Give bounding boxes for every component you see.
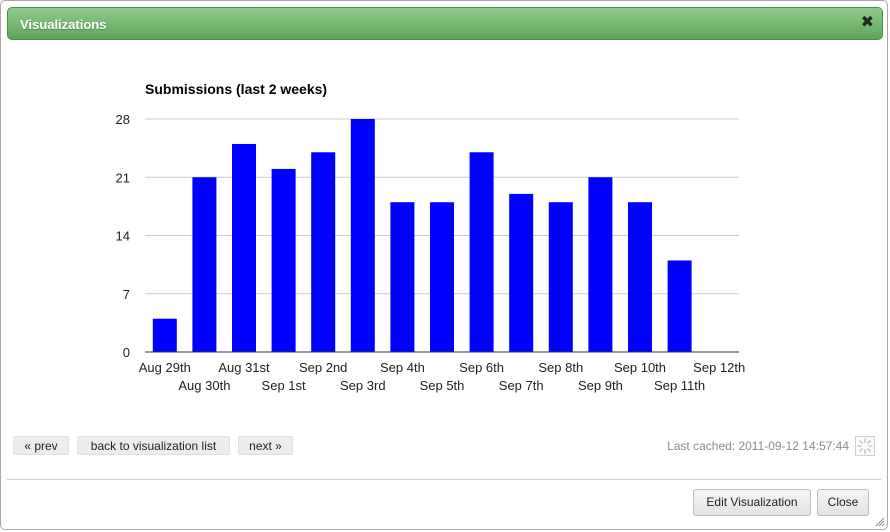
x-tick-label: Aug 30th xyxy=(178,378,230,393)
footer-divider xyxy=(7,479,881,480)
resize-grip-icon[interactable] xyxy=(873,515,885,527)
x-tick-label: Aug 29th xyxy=(139,360,191,375)
bar-sep-4th xyxy=(390,202,415,352)
x-tick-label: Sep 3rd xyxy=(340,378,386,393)
chart-area: Submissions (last 2 weeks) 0 7 14 21 28 Aug 29… xyxy=(1,61,887,421)
submissions-chart: Submissions (last 2 weeks) 0 7 14 21 28 Aug 29… xyxy=(116,81,746,393)
x-tick-label: Sep 2nd xyxy=(299,360,347,375)
prev-button[interactable]: « prev xyxy=(13,436,69,455)
y-tick-label: 21 xyxy=(116,170,130,185)
x-tick-label: Sep 7th xyxy=(499,378,544,393)
close-icon[interactable]: ✖ xyxy=(860,14,874,31)
bar-sep-3rd xyxy=(350,119,375,352)
back-to-list-button[interactable]: back to visualization list xyxy=(77,436,230,455)
dialog-titlebar[interactable]: Visualizations ✖ xyxy=(7,7,883,40)
y-tick-label: 28 xyxy=(116,112,130,127)
y-tick-label: 7 xyxy=(123,287,130,302)
last-cached-text: Last cached: 2011-09-12 14:57:44 xyxy=(667,439,849,453)
edit-visualization-button[interactable]: Edit Visualization xyxy=(693,489,811,516)
bar-aug-31st xyxy=(232,143,256,352)
x-tick-label: Sep 12th xyxy=(693,360,745,375)
x-tick-label: Sep 8th xyxy=(538,360,583,375)
y-tick-label: 0 xyxy=(123,345,130,360)
bar-sep-10th xyxy=(628,202,652,352)
bar-sep-1st xyxy=(271,168,296,352)
next-button[interactable]: next » xyxy=(238,436,293,455)
x-tick-label: Sep 9th xyxy=(578,378,623,393)
bar-sep-8th xyxy=(548,202,573,352)
bar-aug-29th xyxy=(152,318,177,352)
close-button[interactable]: Close xyxy=(817,489,869,516)
bar-sep-7th xyxy=(509,193,534,352)
bar-sep-2nd xyxy=(311,152,336,352)
x-tick-label: Aug 31st xyxy=(218,360,270,375)
bar-sep-6th xyxy=(469,152,494,352)
bar-aug-30th xyxy=(192,177,217,352)
x-tick-label: Sep 6th xyxy=(459,360,504,375)
chart-title: Submissions (last 2 weeks) xyxy=(145,81,327,97)
dialog-title: Visualizations xyxy=(20,17,107,32)
bar-sep-11th xyxy=(667,260,692,352)
x-tick-label: Sep 5th xyxy=(420,378,465,393)
x-tick-label: Sep 11th xyxy=(654,378,705,393)
spinner-icon[interactable] xyxy=(855,436,875,456)
y-tick-label: 14 xyxy=(116,229,130,244)
x-tick-label: Sep 4th xyxy=(380,360,425,375)
x-tick-label: Sep 1st xyxy=(262,378,306,393)
bar-sep-5th xyxy=(430,202,454,352)
bar-sep-9th xyxy=(588,177,613,352)
x-tick-label: Sep 10th xyxy=(614,360,666,375)
